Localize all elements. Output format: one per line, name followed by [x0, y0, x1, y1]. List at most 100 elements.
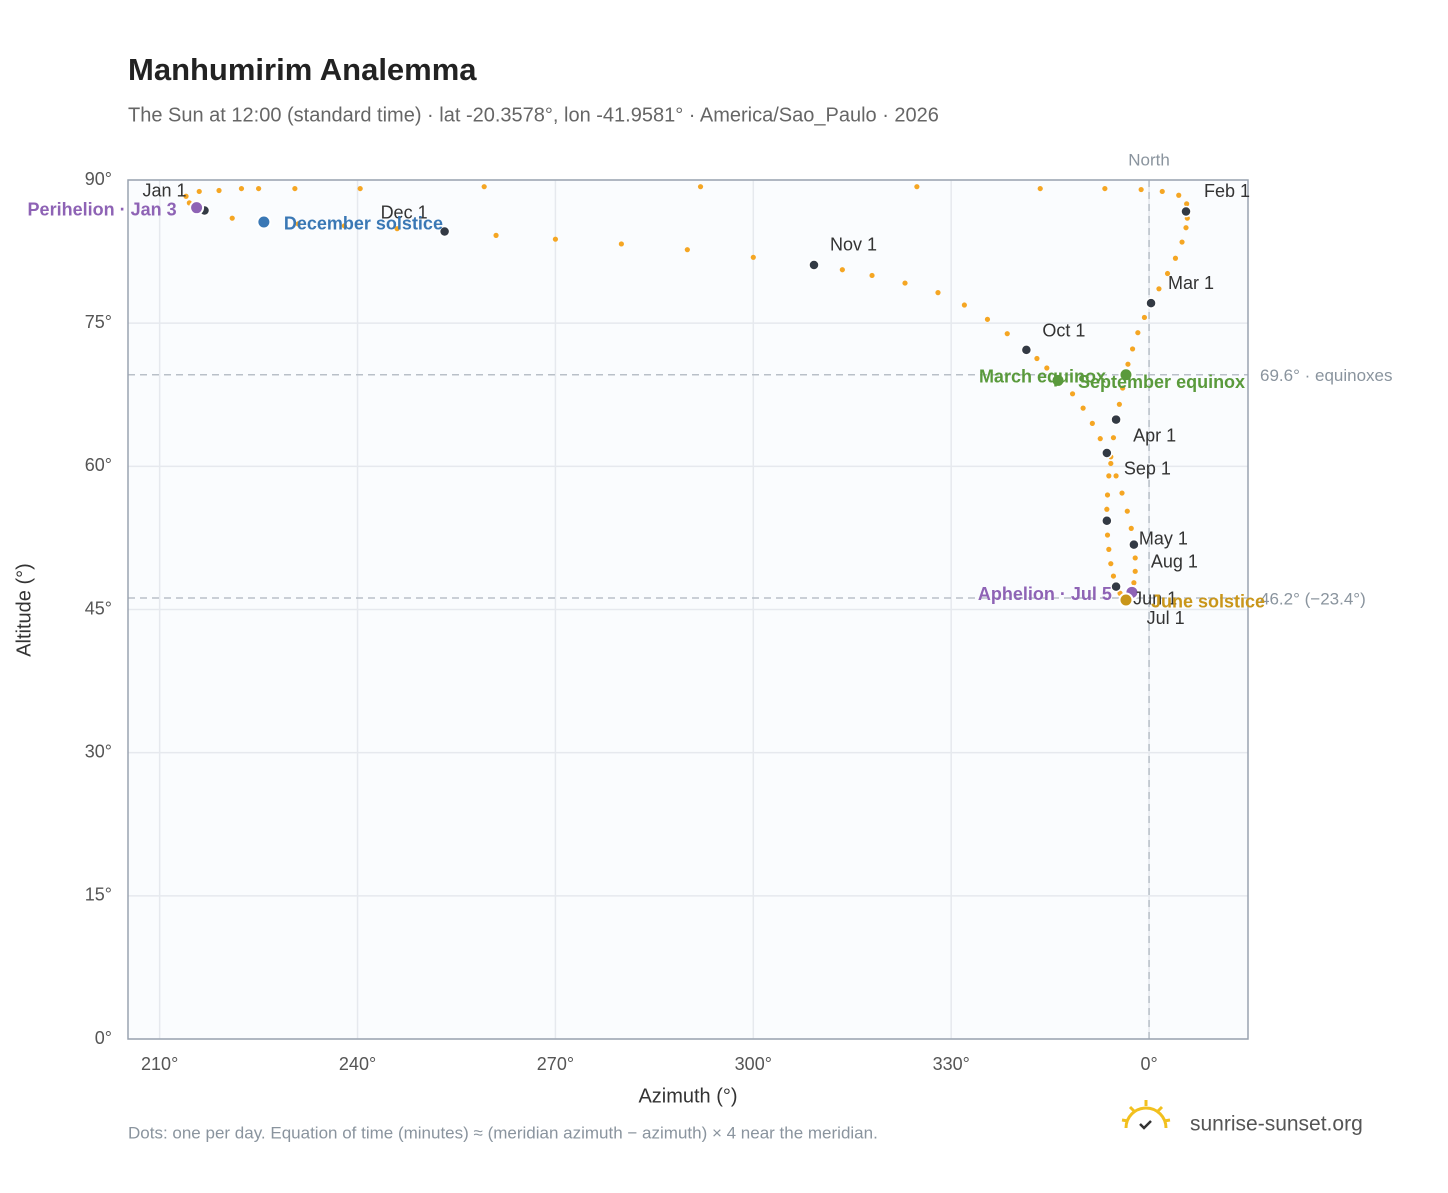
x-tick-label: 330°	[933, 1054, 970, 1074]
y-tick-label: 15°	[85, 885, 112, 905]
reference-label: North	[1128, 150, 1170, 169]
month-marker	[1110, 580, 1122, 593]
month-marker	[1020, 344, 1033, 356]
month-label: Apr 1	[1133, 425, 1176, 445]
day-dot	[1110, 573, 1117, 579]
month-marker	[1128, 538, 1140, 551]
chart-title: Manhumirim Analemma	[128, 52, 477, 87]
event-label: December solstice	[284, 214, 443, 234]
day-dot	[684, 247, 690, 253]
day-dot	[481, 184, 487, 190]
day-dot	[1132, 568, 1138, 574]
day-dot	[1108, 460, 1114, 467]
day-dot	[1183, 225, 1189, 231]
day-dot	[292, 185, 298, 192]
day-dot	[961, 302, 967, 308]
day-dot	[914, 184, 920, 190]
x-tick-label: 270°	[537, 1054, 574, 1074]
month-label: Sep 1	[1124, 459, 1171, 479]
day-dot	[984, 316, 991, 322]
y-tick-label: 75°	[85, 312, 112, 332]
day-dot	[1089, 420, 1095, 426]
event-marker	[1118, 592, 1134, 608]
day-dot	[1069, 391, 1076, 397]
month-marker	[1110, 413, 1122, 426]
day-dot	[183, 193, 189, 199]
day-dot	[1004, 331, 1010, 337]
month-marker	[1180, 205, 1192, 218]
month-label: Nov 1	[830, 235, 877, 255]
logo-ray	[1163, 1118, 1171, 1123]
day-dot	[1104, 532, 1111, 538]
x-axis-label: Azimuth (°)	[638, 1085, 737, 1107]
day-dot	[1120, 385, 1126, 391]
day-dot	[1164, 270, 1171, 277]
day-dot	[196, 188, 202, 195]
month-label: May 1	[1139, 528, 1188, 548]
day-dot	[216, 187, 222, 194]
month-label: Dec 1	[381, 202, 428, 222]
day-dot	[1037, 185, 1043, 192]
day-dot	[697, 184, 704, 190]
logo-check	[1139, 1120, 1152, 1130]
month-label: Jan 1	[142, 180, 186, 200]
day-dot	[902, 280, 908, 286]
x-tick-label: 240°	[339, 1054, 376, 1074]
day-dot	[552, 236, 559, 242]
day-dot	[1125, 361, 1131, 367]
reference-label: 69.6° · equinoxes	[1260, 366, 1393, 385]
logo-ray	[1128, 1105, 1136, 1113]
day-dot	[1097, 436, 1103, 442]
event-marker	[189, 200, 205, 216]
brand-logo	[1121, 1100, 1171, 1130]
day-dot	[1106, 546, 1112, 552]
event-label: March equinox	[979, 366, 1106, 386]
day-dot	[1128, 525, 1134, 531]
x-tick-label: 210°	[141, 1054, 178, 1074]
month-marker	[1145, 297, 1157, 309]
day-dot	[1119, 490, 1125, 496]
footnote: Dots: one per day. Equation of time (min…	[128, 1123, 878, 1142]
month-label: Aug 1	[1151, 551, 1198, 571]
month-label: Mar 1	[1168, 273, 1214, 293]
event-marker	[1118, 367, 1134, 383]
day-dot	[1135, 330, 1141, 336]
month-label: Oct 1	[1042, 321, 1085, 341]
y-tick-label: 0°	[95, 1028, 112, 1048]
day-dot	[1179, 239, 1185, 245]
logo-ray	[1156, 1105, 1164, 1113]
y-tick-label: 45°	[85, 598, 112, 618]
event-label: Aphelion · Jul 5	[978, 584, 1112, 604]
day-dot	[1156, 286, 1162, 292]
day-dot	[1034, 355, 1040, 362]
month-marker	[1101, 514, 1113, 527]
month-label: Jul 1	[1147, 608, 1185, 628]
event-label: June solstice	[1151, 592, 1265, 612]
day-dot	[1104, 506, 1110, 512]
logo-ray	[1121, 1118, 1129, 1123]
day-dot	[1184, 201, 1190, 207]
event-marker	[1050, 372, 1066, 388]
day-dot	[1116, 401, 1122, 407]
day-dot	[341, 223, 347, 229]
event-label: Perihelion · Jan 3	[28, 199, 177, 219]
day-dot	[1138, 186, 1144, 193]
day-dot	[1129, 346, 1136, 352]
day-dot	[229, 215, 235, 221]
y-axis-label: Altitude (°)	[13, 563, 35, 657]
day-dot	[1102, 185, 1108, 192]
day-dot	[1104, 492, 1111, 498]
month-label: Feb 1	[1204, 181, 1250, 201]
day-dot	[1172, 255, 1179, 261]
day-dot	[1110, 435, 1117, 441]
day-dot	[1113, 473, 1119, 479]
day-dot	[1080, 405, 1086, 411]
month-marker	[438, 225, 451, 238]
day-dot	[1141, 314, 1148, 321]
x-tick-label: 0°	[1140, 1054, 1157, 1074]
day-dot	[295, 221, 301, 227]
day-dot	[1159, 188, 1165, 195]
x-tick-label: 300°	[735, 1054, 772, 1074]
